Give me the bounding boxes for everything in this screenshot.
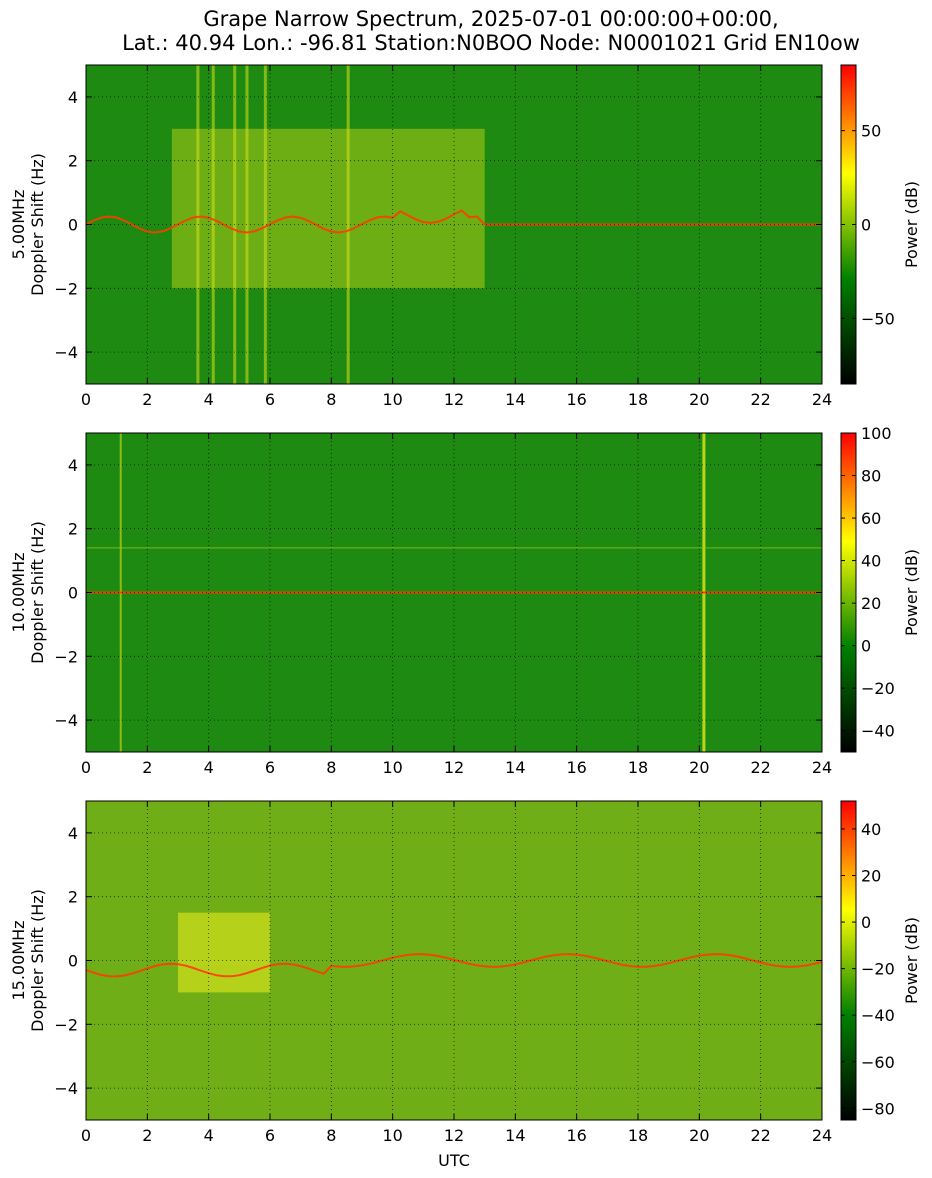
- colorbar-tick-label: 80: [861, 467, 881, 486]
- frequency-label: 10.00MHz: [9, 552, 28, 632]
- signal-streak: [346, 65, 350, 384]
- x-tick-label: 22: [750, 390, 770, 409]
- y-tick-label: −4: [54, 1079, 78, 1098]
- x-tick-label: 10: [382, 1126, 402, 1145]
- x-tick-label: 14: [505, 1126, 525, 1145]
- colorbar-tick-label: −20: [861, 960, 895, 979]
- x-tick-label: 22: [750, 758, 770, 777]
- y-tick-label: −2: [54, 647, 78, 666]
- colorbar-tick-label: 0: [861, 913, 871, 932]
- x-tick-label: 18: [628, 1126, 648, 1145]
- colorbar-tick-label: −20: [861, 679, 895, 698]
- y-tick-label: −4: [54, 343, 78, 362]
- y-tick-label: 4: [68, 456, 78, 475]
- x-tick-label: 16: [566, 390, 586, 409]
- colorbar-tick-label: 40: [861, 552, 881, 571]
- y-tick-label: −4: [54, 711, 78, 730]
- x-tick-label: 4: [204, 758, 214, 777]
- x-tick-label: 22: [750, 1126, 770, 1145]
- colorbar-label: Power (dB): [902, 917, 921, 1004]
- colorbar: [840, 800, 857, 1121]
- x-tick-label: 2: [142, 390, 152, 409]
- frequency-label: 5.00MHz: [9, 190, 28, 260]
- frequency-label: 15.00MHz: [9, 920, 28, 1000]
- y-tick-label: −2: [54, 1015, 78, 1034]
- x-tick-label: 24: [812, 1126, 832, 1145]
- x-tick-label: 14: [505, 758, 525, 777]
- colorbar-tick-label: 40: [861, 820, 881, 839]
- x-tick-label: 6: [265, 390, 275, 409]
- x-tick-label: 10: [382, 390, 402, 409]
- figure-title-line-2: Lat.: 40.94 Lon.: -96.81 Station:N0BOO N…: [122, 31, 860, 55]
- colorbar-label: Power (dB): [902, 549, 921, 636]
- x-tick-label: 18: [628, 758, 648, 777]
- colorbar-tick-label: 20: [861, 867, 881, 886]
- y-tick-label: 0: [68, 952, 78, 971]
- x-tick-label: 16: [566, 1126, 586, 1145]
- y-tick-label: −2: [54, 279, 78, 298]
- signal-streak: [263, 65, 267, 384]
- signal-spread-band: [171, 128, 485, 289]
- x-tick-label: 6: [265, 1126, 275, 1145]
- x-tick-label: 12: [444, 390, 464, 409]
- y-tick-label: 4: [68, 824, 78, 843]
- x-tick-label: 6: [265, 758, 275, 777]
- x-tick-label: 18: [628, 390, 648, 409]
- x-tick-label: 10: [382, 758, 402, 777]
- x-tick-label: 4: [204, 390, 214, 409]
- y-tick-label: 2: [68, 888, 78, 907]
- x-tick-label: 0: [81, 1126, 91, 1145]
- x-tick-label: 2: [142, 758, 152, 777]
- colorbar-tick-label: 20: [861, 594, 881, 613]
- y-tick-label: 2: [68, 152, 78, 171]
- colorbar-tick-label: −80: [861, 1099, 895, 1118]
- colorbar-label: Power (dB): [902, 181, 921, 268]
- colorbar-tick-label: −40: [861, 1006, 895, 1025]
- y-tick-label: 0: [68, 216, 78, 235]
- colorbar-tick-label: −60: [861, 1053, 895, 1072]
- colorbar-tick-label: 50: [861, 122, 881, 141]
- colorbar-tick-label: 60: [861, 509, 881, 528]
- x-tick-label: 4: [204, 1126, 214, 1145]
- y-axis-label: Doppler Shift (Hz): [28, 521, 47, 664]
- y-tick-label: 2: [68, 520, 78, 539]
- colorbar: [840, 432, 857, 753]
- x-tick-label: 12: [444, 1126, 464, 1145]
- colorbar-tick-label: 0: [861, 637, 871, 656]
- colorbar-tick-label: −40: [861, 722, 895, 741]
- signal-spread-band: [178, 912, 270, 993]
- x-tick-label: 8: [326, 390, 336, 409]
- signal-streak: [196, 65, 200, 384]
- x-tick-label: 20: [689, 390, 709, 409]
- x-tick-label: 24: [812, 758, 832, 777]
- x-tick-label: 20: [689, 1126, 709, 1145]
- x-tick-label: 20: [689, 758, 709, 777]
- x-tick-label: 2: [142, 1126, 152, 1145]
- colorbar-tick-label: 0: [861, 216, 871, 235]
- x-tick-label: 16: [566, 758, 586, 777]
- y-tick-label: 4: [68, 88, 78, 107]
- x-tick-label: 8: [326, 1126, 336, 1145]
- x-tick-label: 12: [444, 758, 464, 777]
- x-tick-label: 14: [505, 390, 525, 409]
- x-axis-label: UTC: [438, 1151, 470, 1170]
- x-tick-label: 0: [81, 758, 91, 777]
- x-tick-label: 0: [81, 390, 91, 409]
- x-tick-label: 8: [326, 758, 336, 777]
- y-axis-label: Doppler Shift (Hz): [28, 153, 47, 296]
- colorbar-tick-label: −50: [861, 309, 895, 328]
- signal-streak: [211, 65, 215, 384]
- x-tick-label: 24: [812, 390, 832, 409]
- y-tick-label: 0: [68, 584, 78, 603]
- figure-title-line-1: Grape Narrow Spectrum, 2025-07-01 00:00:…: [203, 7, 778, 31]
- colorbar-tick-label: 100: [861, 424, 892, 443]
- y-axis-label: Doppler Shift (Hz): [28, 889, 47, 1032]
